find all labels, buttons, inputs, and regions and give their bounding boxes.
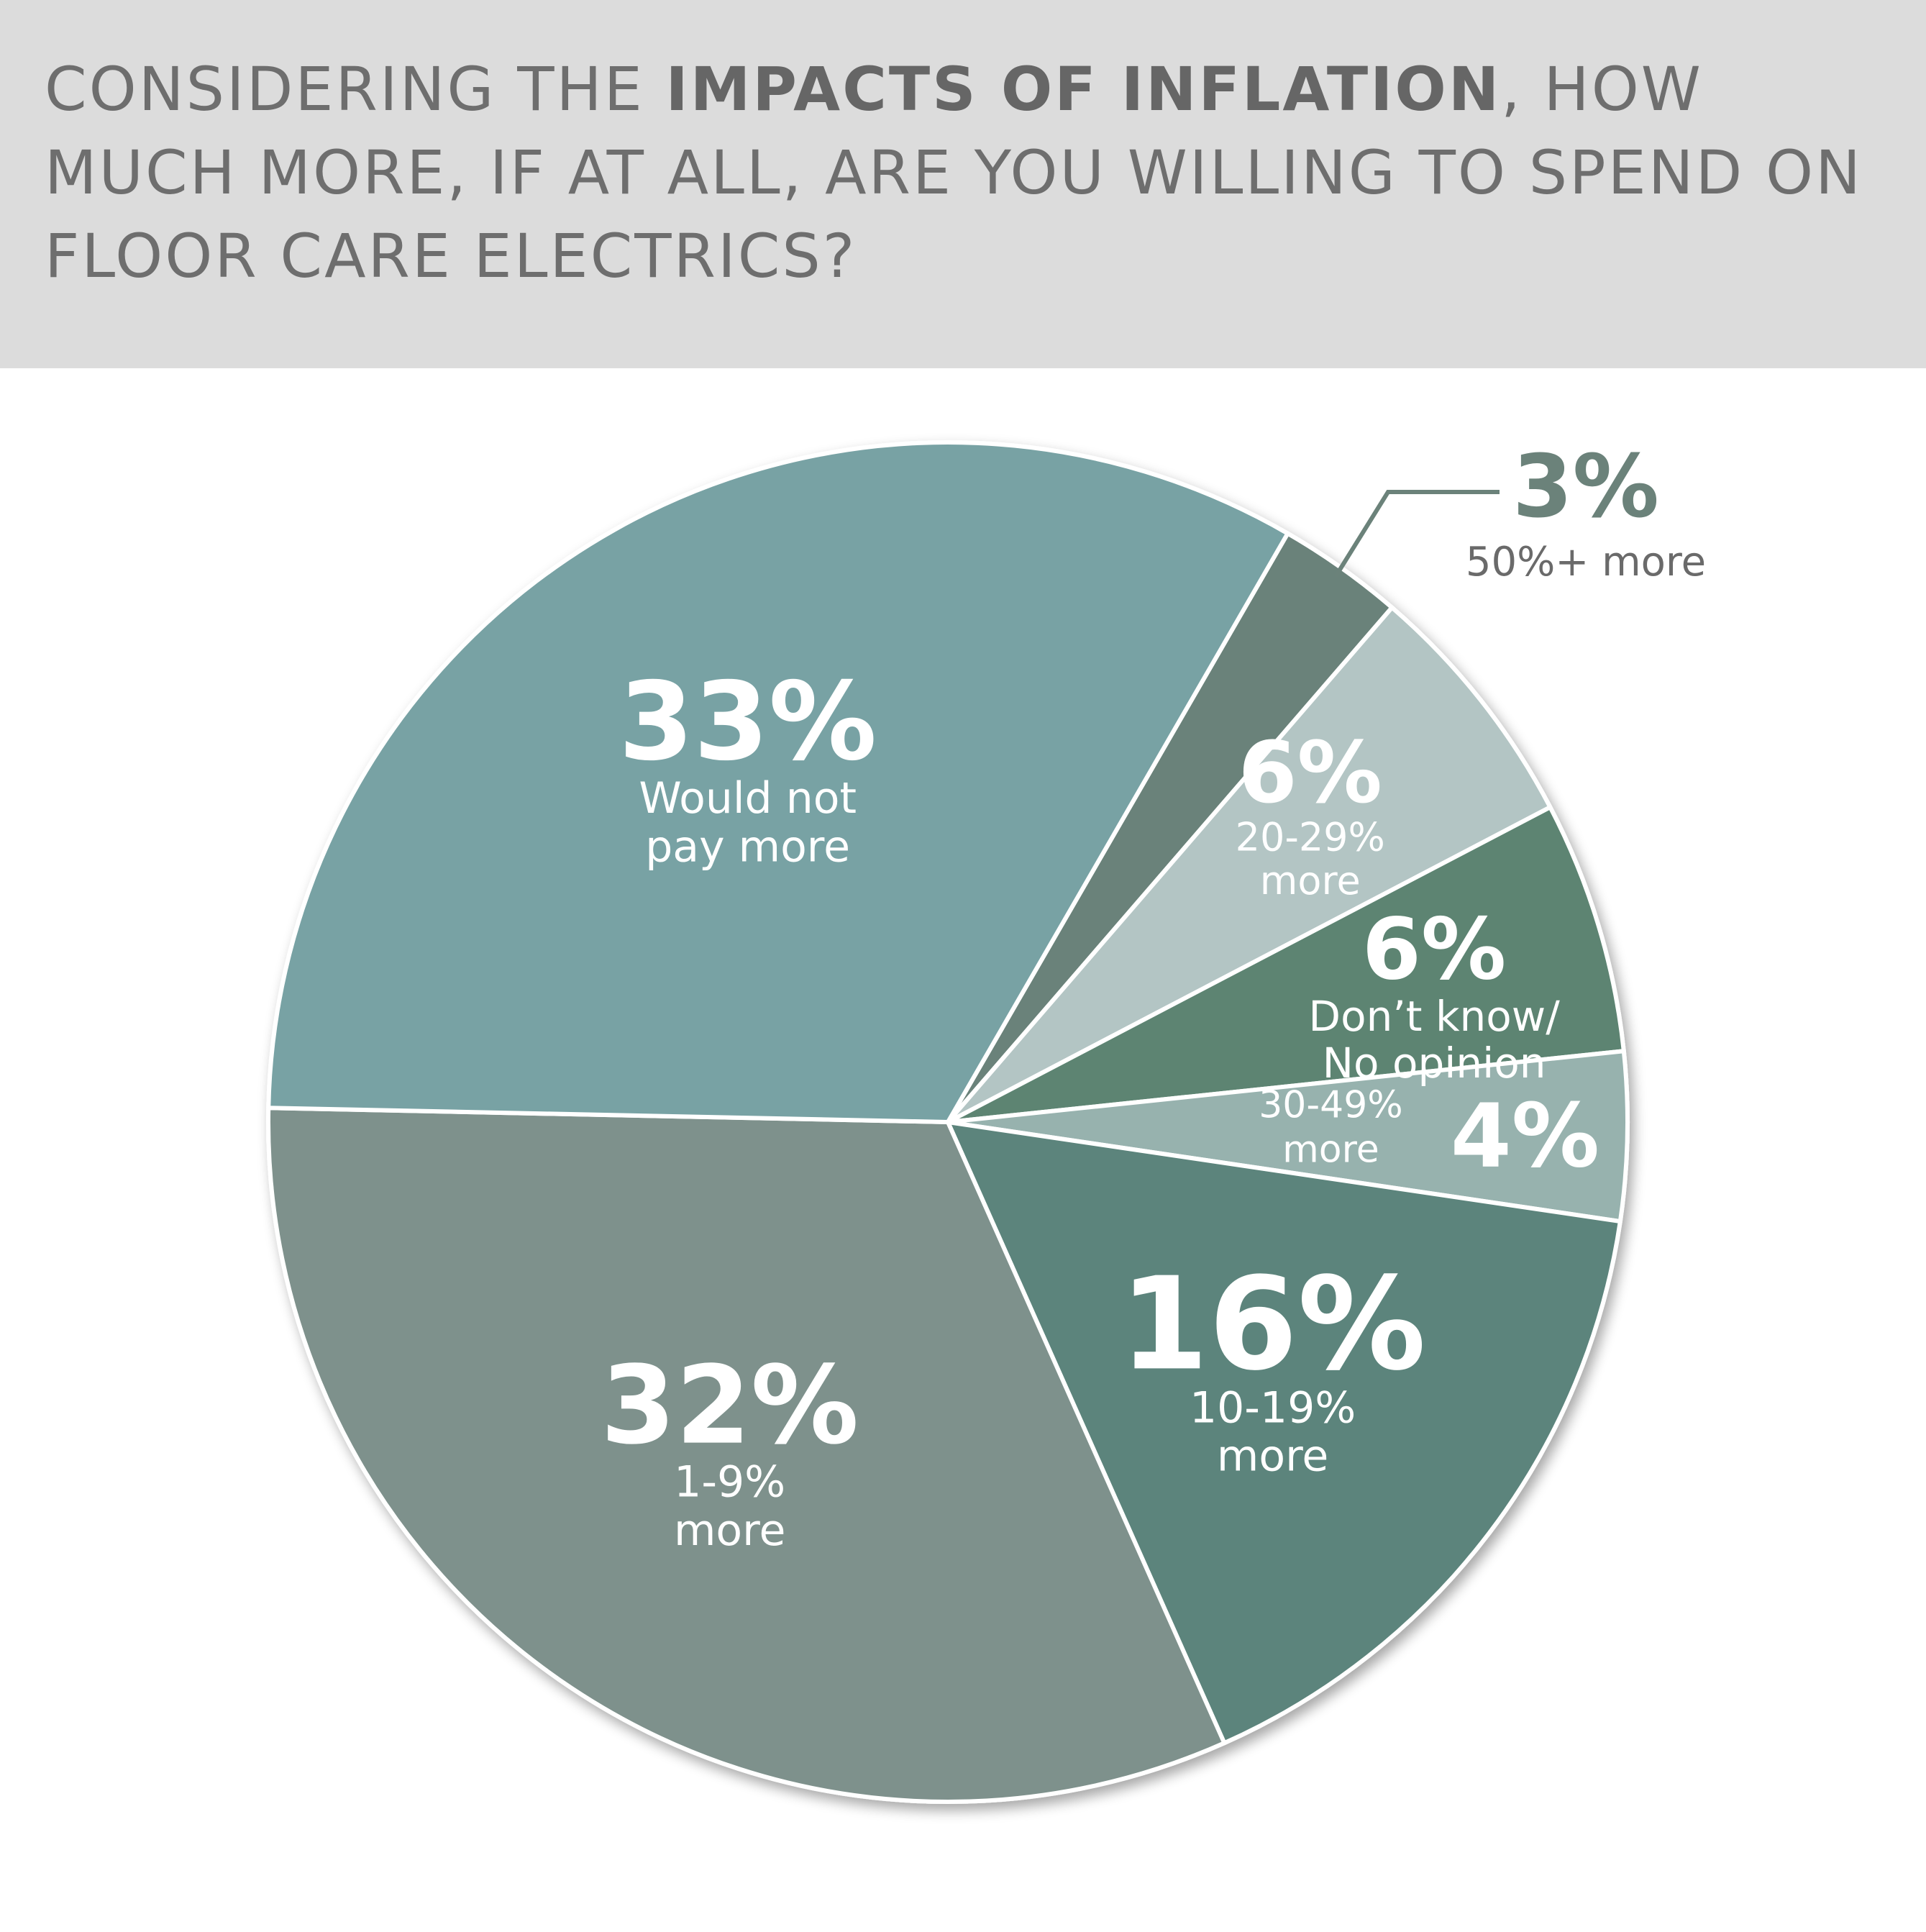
pie-slice-20-29-more	[946, 605, 1553, 1124]
chart-title: CONSIDERING THE IMPACTS OF INFLATION, HO…	[45, 47, 1900, 298]
slice-value-would-not-pay-more: 33%	[619, 660, 877, 785]
slice-label-would-not-pay-more: pay more	[645, 821, 850, 872]
slice-label-50-more: 50%+ more	[1466, 539, 1706, 585]
slice-label-10-19-more: more	[1217, 1431, 1328, 1482]
slice-label-20-29-more: more	[1260, 858, 1361, 903]
title-part-2: , HOW MUCH MORE, IF AT ALL, ARE YOU WILL…	[45, 54, 1863, 291]
slice-label-30-49-more: more	[1282, 1128, 1379, 1171]
slice-label-10-19-more: 10-19%	[1190, 1382, 1356, 1433]
slice-label-don-t-know-no-opinion: Don’t know/	[1308, 992, 1560, 1041]
slice-label-20-29-more: 20-29%	[1236, 815, 1385, 860]
slice-label-don-t-know-no-opinion: No opinion	[1323, 1039, 1546, 1088]
leader-line	[1333, 490, 1500, 578]
title-part-1: CONSIDERING THE	[45, 54, 666, 124]
pie-slice-10-19-more	[946, 1120, 1623, 1746]
pie-slice-30-49-more	[946, 1049, 1630, 1224]
slice-value-20-29-more: 6%	[1238, 723, 1382, 822]
title-emphasis: IMPACTS OF INFLATION	[665, 54, 1502, 124]
pie-slice-would-not-pay-more	[266, 440, 1290, 1124]
pie-slices	[266, 440, 1630, 1804]
slice-label-30-49-more: 30-49%	[1259, 1083, 1403, 1126]
title-banner: CONSIDERING THE IMPACTS OF INFLATION, HO…	[0, 0, 1926, 368]
slice-value-1-9-more: 32%	[601, 1344, 859, 1469]
pie-slice-1-9-more	[266, 1106, 1227, 1804]
slice-value-30-49-more: 4%	[1451, 1085, 1599, 1187]
slice-value-don-t-know-no-opinion: 6%	[1362, 900, 1506, 999]
slice-value-10-19-more: 16%	[1120, 1249, 1426, 1398]
slice-label-1-9-more: more	[674, 1505, 785, 1556]
slice-label-would-not-pay-more: Would not	[639, 773, 857, 824]
pie-slice-don-t-know-no-opinion	[946, 805, 1626, 1124]
slice-value-50-more: 3%	[1512, 437, 1659, 537]
slice-label-1-9-more: 1-9%	[674, 1457, 785, 1508]
